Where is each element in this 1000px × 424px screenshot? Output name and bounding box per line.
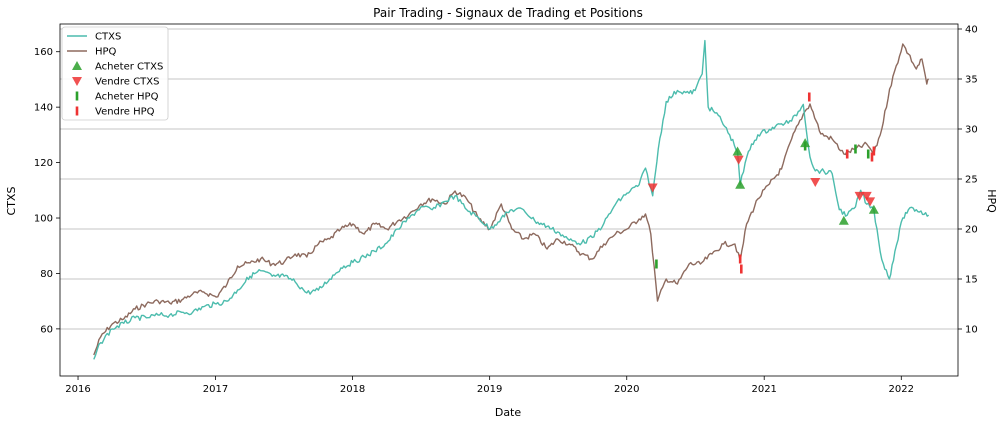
buy-ctxs-marker bbox=[732, 146, 743, 156]
buy-ctxs-marker bbox=[868, 204, 879, 214]
sell-ctxs-marker bbox=[854, 191, 865, 201]
buy-hpq-marker bbox=[866, 149, 870, 159]
legend-label: Acheter CTXS bbox=[95, 62, 163, 73]
y-left-tick-label: 80 bbox=[40, 269, 53, 280]
y-axis-left-title: CTXS bbox=[5, 187, 18, 216]
legend-bar-icon bbox=[75, 91, 79, 101]
legend-label: Acheter HPQ bbox=[95, 92, 159, 103]
buy-ctxs-marker bbox=[735, 179, 746, 189]
y-left-tick-label: 60 bbox=[40, 324, 53, 335]
legend-triangle-down-icon bbox=[72, 77, 82, 86]
y-right-tick-label: 40 bbox=[965, 25, 978, 36]
sell-hpq-marker bbox=[870, 152, 874, 162]
x-tick-label: 2020 bbox=[614, 384, 639, 395]
sell-ctxs-marker bbox=[647, 183, 658, 193]
buy-hpq-marker bbox=[854, 144, 857, 154]
y-left-tick-label: 100 bbox=[34, 214, 53, 225]
sell-hpq-marker bbox=[739, 264, 743, 274]
y-axis-right-title: HPQ bbox=[985, 189, 998, 213]
y-right-tick-label: 30 bbox=[965, 125, 978, 136]
buy-ctxs-marker bbox=[800, 138, 811, 148]
grid-lines bbox=[60, 28, 958, 330]
x-axis-title: Date bbox=[495, 406, 522, 419]
sell-hpq-marker bbox=[845, 149, 849, 159]
legend-label: HPQ bbox=[95, 47, 117, 58]
y-left-tick-label: 160 bbox=[34, 47, 53, 58]
y-right-tick-label: 20 bbox=[965, 225, 978, 236]
legend-label: Vendre HPQ bbox=[95, 107, 155, 118]
legend-triangle-up-icon bbox=[72, 61, 82, 70]
y-right-tick-label: 15 bbox=[965, 275, 978, 286]
legend: CTXS HPQ Acheter CTXS Vendre CTXS Acheter HP… bbox=[61, 26, 169, 121]
x-tick-label: 2022 bbox=[889, 384, 914, 395]
y-right-tick-label: 35 bbox=[965, 75, 978, 86]
buy-hpq-marker bbox=[655, 259, 658, 269]
y-right-tick-label: 25 bbox=[965, 175, 978, 186]
legend-box bbox=[61, 26, 169, 121]
y-right-tick-label: 10 bbox=[965, 325, 978, 336]
x-tick-label: 2021 bbox=[751, 384, 776, 395]
legend-label: CTXS bbox=[95, 32, 121, 43]
buy-ctxs-marker bbox=[838, 215, 849, 225]
y-left-tick-label: 140 bbox=[34, 103, 53, 114]
sell-hpq-marker bbox=[872, 146, 876, 156]
hpq-line bbox=[93, 43, 930, 356]
x-tick-label: 2017 bbox=[203, 384, 228, 395]
plot-frame bbox=[59, 23, 959, 377]
sell-ctxs-marker bbox=[861, 191, 872, 201]
ctxs-line bbox=[93, 39, 930, 360]
x-tick-label: 2019 bbox=[477, 384, 502, 395]
axes: 2016 2017 2018 2019 2020 2021 2022 60 80 100 120 14… bbox=[34, 23, 978, 395]
sell-ctxs-marker bbox=[810, 177, 821, 187]
sell-ctxs-marker bbox=[733, 155, 744, 165]
series-layer bbox=[93, 39, 930, 360]
chart-title: Pair Trading - Signaux de Trading et Pos… bbox=[373, 6, 643, 20]
x-tick-label: 2016 bbox=[65, 384, 90, 395]
sell-hpq-marker bbox=[807, 92, 811, 102]
legend-label: Vendre CTXS bbox=[95, 77, 159, 88]
signal-layer bbox=[647, 92, 879, 274]
sell-ctxs-marker bbox=[865, 197, 876, 207]
y-left-tick-label: 120 bbox=[34, 158, 53, 169]
legend-bar-icon bbox=[75, 106, 79, 116]
sell-hpq-marker bbox=[738, 254, 742, 264]
x-tick-label: 2018 bbox=[340, 384, 365, 395]
